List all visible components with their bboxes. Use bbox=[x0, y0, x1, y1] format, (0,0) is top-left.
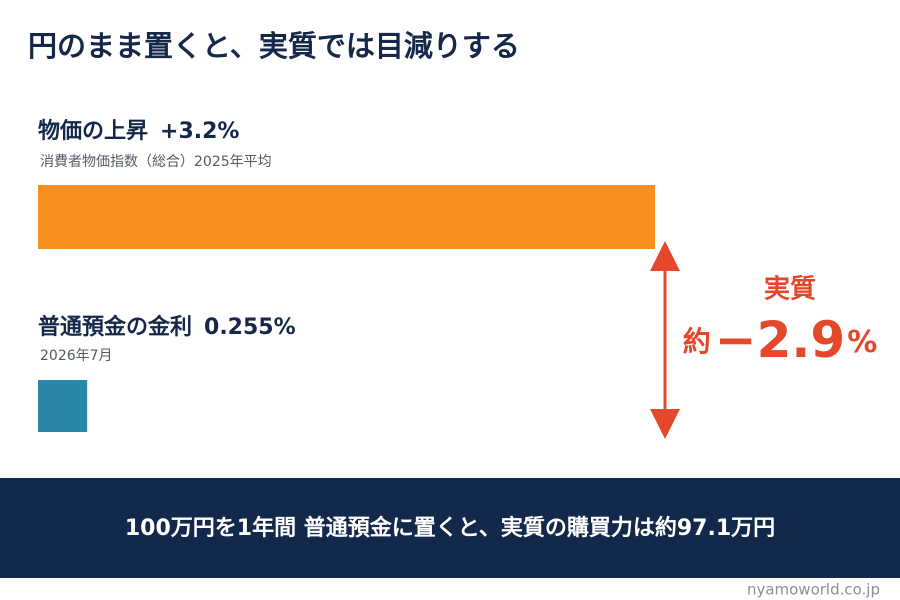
bar-note: 消費者物価指数（総合）2025年平均 bbox=[40, 154, 272, 170]
value-label: 0.255% bbox=[204, 315, 296, 340]
annotation-number: −2.9 bbox=[715, 311, 845, 369]
category-label: 普通預金の金利 bbox=[38, 314, 192, 340]
chart-title: 円のまま置くと、実質では目減りする bbox=[28, 29, 520, 63]
bar-label: 普通預金の金利 0.255% bbox=[38, 314, 296, 340]
bar bbox=[38, 185, 655, 249]
annotation-unit: % bbox=[847, 325, 877, 360]
bar-label: 物価の上昇 +3.2% bbox=[38, 118, 239, 144]
annotation-value: 約−2.9% bbox=[683, 311, 878, 369]
credit: nyamoworld.co.jp bbox=[747, 581, 880, 599]
footer-text: 100万円を1年間 普通預金に置くと、実質の購買力は約97.1万円 bbox=[125, 515, 775, 541]
category-label: 物価の上昇 bbox=[38, 118, 148, 144]
bar bbox=[38, 380, 88, 432]
annotation-title: 実質 bbox=[764, 274, 816, 305]
bar-note: 2026年7月 bbox=[40, 348, 113, 364]
annotation-prefix: 約 bbox=[683, 325, 711, 358]
value-label: +3.2% bbox=[160, 119, 239, 144]
footer-band bbox=[0, 478, 900, 578]
